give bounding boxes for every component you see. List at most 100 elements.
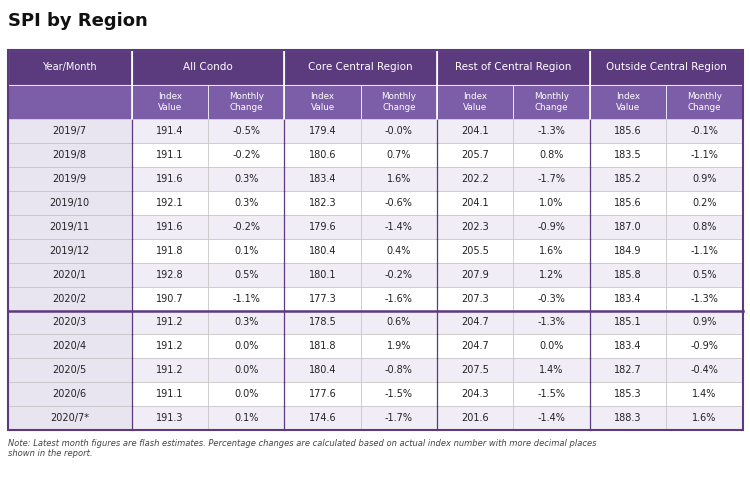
Text: 185.3: 185.3	[614, 389, 642, 399]
Text: 1.6%: 1.6%	[692, 413, 716, 423]
Text: 2019/11: 2019/11	[50, 222, 90, 232]
Text: 1.6%: 1.6%	[539, 246, 564, 256]
Text: 2020/1: 2020/1	[53, 270, 87, 280]
Text: -0.4%: -0.4%	[691, 365, 718, 375]
Text: 190.7: 190.7	[156, 293, 184, 304]
Text: Rest of Central Region: Rest of Central Region	[455, 63, 572, 72]
Text: 174.6: 174.6	[309, 413, 337, 423]
Text: 2019/12: 2019/12	[50, 246, 90, 256]
Text: 207.5: 207.5	[461, 365, 489, 375]
Text: 0.7%: 0.7%	[387, 150, 411, 160]
Text: -1.4%: -1.4%	[385, 222, 412, 232]
Text: -0.5%: -0.5%	[232, 126, 260, 136]
Text: 191.1: 191.1	[156, 389, 184, 399]
Text: 0.0%: 0.0%	[234, 341, 259, 351]
Text: 191.6: 191.6	[156, 222, 184, 232]
Text: Year/Month: Year/Month	[42, 63, 97, 72]
Text: 0.6%: 0.6%	[387, 317, 411, 327]
Text: 207.9: 207.9	[461, 270, 489, 280]
Text: 185.6: 185.6	[614, 198, 642, 208]
Text: 177.3: 177.3	[309, 293, 337, 304]
Text: 2019/7: 2019/7	[53, 126, 87, 136]
Text: Outside Central Region: Outside Central Region	[606, 63, 727, 72]
Text: 1.6%: 1.6%	[387, 174, 411, 184]
Text: -0.2%: -0.2%	[385, 270, 413, 280]
Text: 179.4: 179.4	[309, 126, 337, 136]
Text: 183.4: 183.4	[614, 293, 642, 304]
Text: 204.1: 204.1	[461, 126, 489, 136]
Text: 2020/4: 2020/4	[53, 341, 87, 351]
Text: 0.5%: 0.5%	[692, 270, 716, 280]
Text: 191.2: 191.2	[156, 317, 184, 327]
Text: Monthly
Change: Monthly Change	[229, 92, 264, 111]
Text: 191.4: 191.4	[156, 126, 184, 136]
Text: -0.9%: -0.9%	[538, 222, 566, 232]
Text: -1.1%: -1.1%	[691, 150, 718, 160]
Text: -0.1%: -0.1%	[691, 126, 718, 136]
Text: 183.4: 183.4	[614, 341, 642, 351]
Text: Core Central Region: Core Central Region	[308, 63, 413, 72]
Text: 180.4: 180.4	[309, 246, 336, 256]
Text: 0.1%: 0.1%	[234, 413, 259, 423]
Text: 183.5: 183.5	[614, 150, 642, 160]
Text: 2020/3: 2020/3	[53, 317, 87, 327]
Text: 183.4: 183.4	[309, 174, 336, 184]
Text: 2020/7*: 2020/7*	[50, 413, 89, 423]
Text: 191.3: 191.3	[156, 413, 184, 423]
Text: 187.0: 187.0	[614, 222, 642, 232]
Text: -1.3%: -1.3%	[691, 293, 718, 304]
Text: Index
Value: Index Value	[464, 92, 488, 111]
Text: 204.7: 204.7	[461, 341, 489, 351]
Text: 2020/6: 2020/6	[53, 389, 87, 399]
Text: 0.3%: 0.3%	[234, 317, 259, 327]
Text: 1.0%: 1.0%	[539, 198, 564, 208]
Text: 191.1: 191.1	[156, 150, 184, 160]
Text: 0.5%: 0.5%	[234, 270, 259, 280]
Text: 2020/2: 2020/2	[53, 293, 87, 304]
Text: 0.0%: 0.0%	[234, 365, 259, 375]
Text: 204.1: 204.1	[461, 198, 489, 208]
Text: 201.6: 201.6	[461, 413, 489, 423]
Text: -1.5%: -1.5%	[385, 389, 413, 399]
Text: 192.1: 192.1	[156, 198, 184, 208]
Text: 2020/5: 2020/5	[53, 365, 87, 375]
Text: 1.2%: 1.2%	[539, 270, 564, 280]
Text: Note: Latest month figures are flash estimates. Percentage changes are calculate: Note: Latest month figures are flash est…	[8, 438, 596, 458]
Text: 181.8: 181.8	[309, 341, 336, 351]
Text: 204.3: 204.3	[461, 389, 489, 399]
Text: 207.3: 207.3	[461, 293, 489, 304]
Text: 185.1: 185.1	[614, 317, 642, 327]
Text: 205.7: 205.7	[461, 150, 489, 160]
Text: 179.6: 179.6	[309, 222, 337, 232]
Text: -0.2%: -0.2%	[232, 222, 260, 232]
Text: 202.3: 202.3	[461, 222, 489, 232]
Text: 180.1: 180.1	[309, 270, 336, 280]
Text: -1.7%: -1.7%	[385, 413, 413, 423]
Text: 182.3: 182.3	[309, 198, 337, 208]
Text: 0.0%: 0.0%	[539, 341, 564, 351]
Text: 182.7: 182.7	[614, 365, 642, 375]
Text: 0.3%: 0.3%	[234, 198, 259, 208]
Text: Index
Value: Index Value	[310, 92, 334, 111]
Text: 185.2: 185.2	[614, 174, 642, 184]
Text: -1.1%: -1.1%	[232, 293, 260, 304]
Text: All Condo: All Condo	[183, 63, 233, 72]
Text: 205.5: 205.5	[461, 246, 489, 256]
Text: 2019/8: 2019/8	[53, 150, 86, 160]
Text: 0.4%: 0.4%	[387, 246, 411, 256]
Text: 1.4%: 1.4%	[539, 365, 564, 375]
Text: -0.0%: -0.0%	[385, 126, 412, 136]
Text: 185.8: 185.8	[614, 270, 642, 280]
Text: -0.8%: -0.8%	[385, 365, 412, 375]
Text: 180.4: 180.4	[309, 365, 336, 375]
Text: Monthly
Change: Monthly Change	[687, 92, 722, 111]
Text: 0.0%: 0.0%	[234, 389, 259, 399]
Text: 188.3: 188.3	[614, 413, 642, 423]
Text: Monthly
Change: Monthly Change	[382, 92, 416, 111]
Text: -1.7%: -1.7%	[538, 174, 566, 184]
Text: 2019/9: 2019/9	[53, 174, 86, 184]
Text: -0.2%: -0.2%	[232, 150, 260, 160]
Text: 0.9%: 0.9%	[692, 317, 716, 327]
Text: 192.8: 192.8	[156, 270, 184, 280]
Text: -1.4%: -1.4%	[538, 413, 566, 423]
